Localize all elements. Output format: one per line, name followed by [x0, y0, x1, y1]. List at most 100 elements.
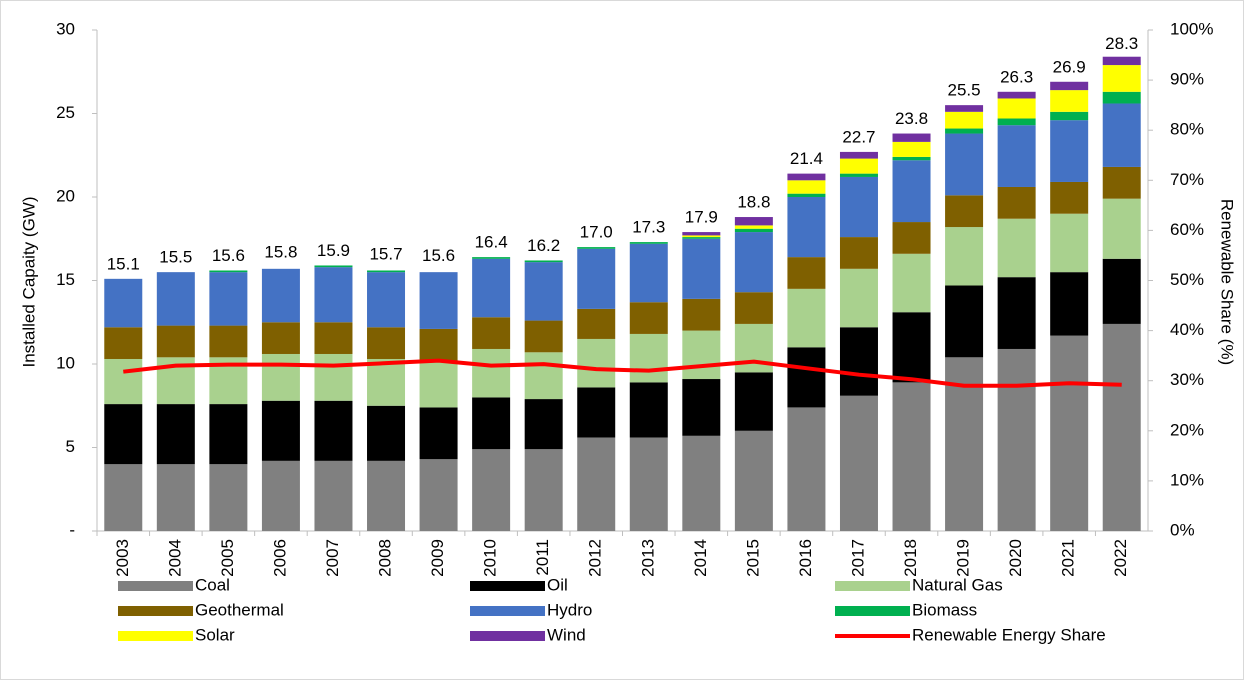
bar-segment	[892, 382, 931, 531]
bar-segment	[314, 460, 353, 531]
legend-swatch	[470, 581, 545, 591]
legend-label: Natural Gas	[912, 575, 1003, 594]
bar-segment	[945, 128, 984, 134]
bar-segment	[209, 270, 248, 273]
bar-segment	[682, 330, 721, 380]
bar-segment	[787, 288, 826, 348]
bar-segment	[577, 387, 616, 438]
y2-tick-label: 40%	[1170, 320, 1204, 339]
x-tick-label: 2015	[743, 539, 762, 577]
bar-segment	[314, 265, 353, 268]
bar-segment	[367, 272, 406, 328]
bar-segment	[472, 317, 511, 349]
bar-segment	[734, 217, 773, 226]
bar-segment	[945, 111, 984, 129]
bar-segment	[839, 395, 878, 531]
bar-segment	[787, 257, 826, 289]
bar-segment	[1050, 90, 1089, 112]
bar-segment	[997, 98, 1036, 119]
y2-tick-label: 0%	[1170, 520, 1195, 539]
bar-segment	[472, 257, 511, 259]
legend-swatch	[118, 631, 193, 641]
bar-segment	[839, 173, 878, 177]
bar-segment	[104, 278, 143, 328]
y-axis-title: Installed Capaity (GW)	[19, 197, 38, 368]
bar-segment	[1102, 198, 1141, 259]
bar-segment	[156, 404, 195, 465]
bar-segment	[839, 176, 878, 238]
total-label: 26.9	[1053, 57, 1086, 76]
y-tick-label: 5	[66, 437, 75, 456]
total-label: 26.3	[1000, 67, 1033, 86]
bar-segment	[892, 312, 931, 383]
legend-label: Hydro	[547, 600, 592, 619]
x-tick-label: 2007	[323, 539, 342, 577]
total-label: 25.5	[948, 81, 981, 100]
x-tick-label: 2020	[1006, 539, 1025, 577]
bar-segment	[997, 125, 1036, 187]
legend-label: Oil	[547, 575, 568, 594]
bar-segment	[839, 151, 878, 159]
x-tick-label: 2021	[1059, 539, 1078, 577]
y-tick-label: 15	[56, 270, 75, 289]
bar-segment	[261, 268, 300, 323]
bar-segment	[1102, 166, 1141, 199]
y2-tick-label: 70%	[1170, 170, 1204, 189]
x-tick-label: 2003	[113, 539, 132, 577]
total-label: 15.5	[159, 248, 192, 267]
bar-segment	[682, 237, 721, 239]
legend-swatch	[470, 606, 545, 616]
bar-segment	[1050, 120, 1089, 182]
bar-segment	[892, 141, 931, 157]
line-series	[123, 358, 1122, 388]
bar-segment	[892, 156, 931, 161]
legend-swatch	[835, 581, 910, 591]
bar-segment	[997, 218, 1036, 278]
bar-segment	[787, 197, 826, 258]
bar-segment	[997, 348, 1036, 531]
x-tick-label: 2019	[954, 539, 973, 577]
bar-segment	[945, 195, 984, 228]
total-label: 15.6	[212, 246, 245, 265]
legend-label: Solar	[195, 625, 235, 644]
x-tick-label: 2017	[848, 539, 867, 577]
bar-segment	[1102, 323, 1141, 531]
bar-segment	[577, 248, 616, 309]
bar-segment	[104, 404, 143, 465]
total-label: 17.0	[580, 223, 613, 242]
y-tick-label: 20	[56, 186, 75, 205]
legend-label: Coal	[195, 575, 230, 594]
bar-segment	[209, 325, 248, 358]
x-tick-label: 2011	[533, 539, 552, 576]
bar-segment	[524, 320, 563, 353]
bar-segment	[367, 460, 406, 531]
bar-segment	[839, 158, 878, 174]
bar-segment	[314, 353, 353, 401]
x-tick-label: 2016	[796, 539, 815, 577]
bar-segment	[1050, 213, 1089, 273]
y-tick-label: 10	[56, 353, 75, 372]
bar-segment	[261, 322, 300, 354]
bar-segment	[945, 133, 984, 196]
bar-segment	[367, 327, 406, 359]
bar-segment	[682, 238, 721, 299]
bar-segment	[524, 262, 563, 321]
bar-segment	[839, 327, 878, 396]
x-tick-label: 2018	[901, 539, 920, 577]
total-label: 15.9	[317, 241, 350, 260]
y2-tick-label: 10%	[1170, 470, 1204, 489]
total-label: 22.7	[842, 127, 875, 146]
bar-segment	[156, 272, 195, 326]
x-tick-label: 2004	[165, 539, 184, 577]
y2-tick-label: 20%	[1170, 420, 1204, 439]
bar-segment	[945, 285, 984, 358]
total-label: 17.3	[632, 218, 665, 237]
bar-segment	[997, 186, 1036, 219]
bar-segment	[839, 268, 878, 328]
bar-segment	[261, 460, 300, 531]
legend-label: Geothermal	[195, 600, 284, 619]
legend-label: Biomass	[912, 600, 977, 619]
bar-segment	[472, 449, 511, 531]
bar-segment	[682, 232, 721, 236]
y2-tick-label: 30%	[1170, 370, 1204, 389]
